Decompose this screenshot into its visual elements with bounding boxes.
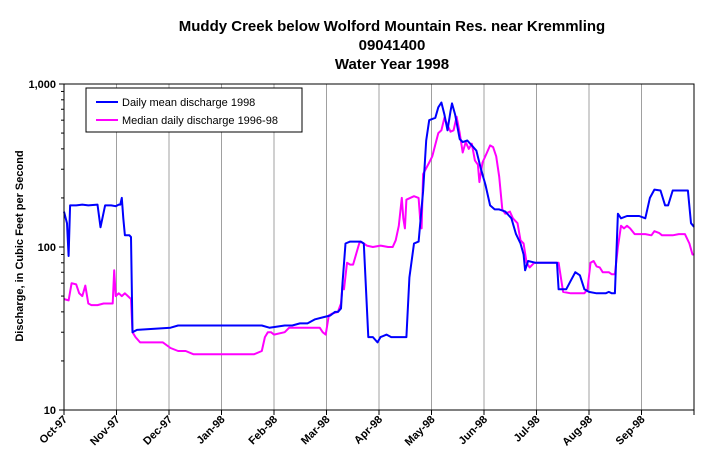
series-line-median-daily-discharge-1996-98 bbox=[63, 115, 694, 356]
x-tick-label: Feb-98 bbox=[247, 414, 281, 448]
y-tick-label: 10 bbox=[44, 405, 56, 417]
x-tick-label: Jul-98 bbox=[512, 414, 543, 445]
series-line-daily-mean-discharge-1998 bbox=[63, 101, 695, 344]
series-layer bbox=[63, 101, 695, 356]
grid-layer bbox=[116, 84, 642, 410]
x-tick-label: Jun-98 bbox=[457, 414, 491, 448]
y-tick-label: 1,000 bbox=[28, 79, 56, 91]
x-tick-label: Mar-98 bbox=[299, 414, 333, 448]
legend: Daily mean discharge 1998 Median daily di… bbox=[85, 87, 303, 133]
x-tick-label: Aug-98 bbox=[560, 414, 595, 449]
x-tick-label: Dec-97 bbox=[141, 414, 175, 448]
legend-box bbox=[85, 87, 303, 133]
legend-label: Median daily discharge 1996-98 bbox=[122, 115, 278, 127]
x-tick-label: Jan-98 bbox=[194, 414, 227, 447]
y-tick-label: 100 bbox=[38, 242, 56, 254]
x-tick-label: Oct-97 bbox=[37, 414, 70, 447]
chart-title-line-1: Muddy Creek below Wolford Mountain Res. … bbox=[178, 18, 606, 35]
chart-title-line-3: Water Year 1998 bbox=[334, 56, 450, 73]
chart-title-line-2: 09041400 bbox=[358, 37, 426, 54]
x-tick-label: May-98 bbox=[403, 414, 438, 449]
x-tick-label: Apr-98 bbox=[352, 414, 385, 447]
x-tick-label: Nov-97 bbox=[88, 414, 122, 448]
legend-label: Daily mean discharge 1998 bbox=[122, 97, 255, 109]
x-tick-label: Sep-98 bbox=[614, 414, 648, 448]
